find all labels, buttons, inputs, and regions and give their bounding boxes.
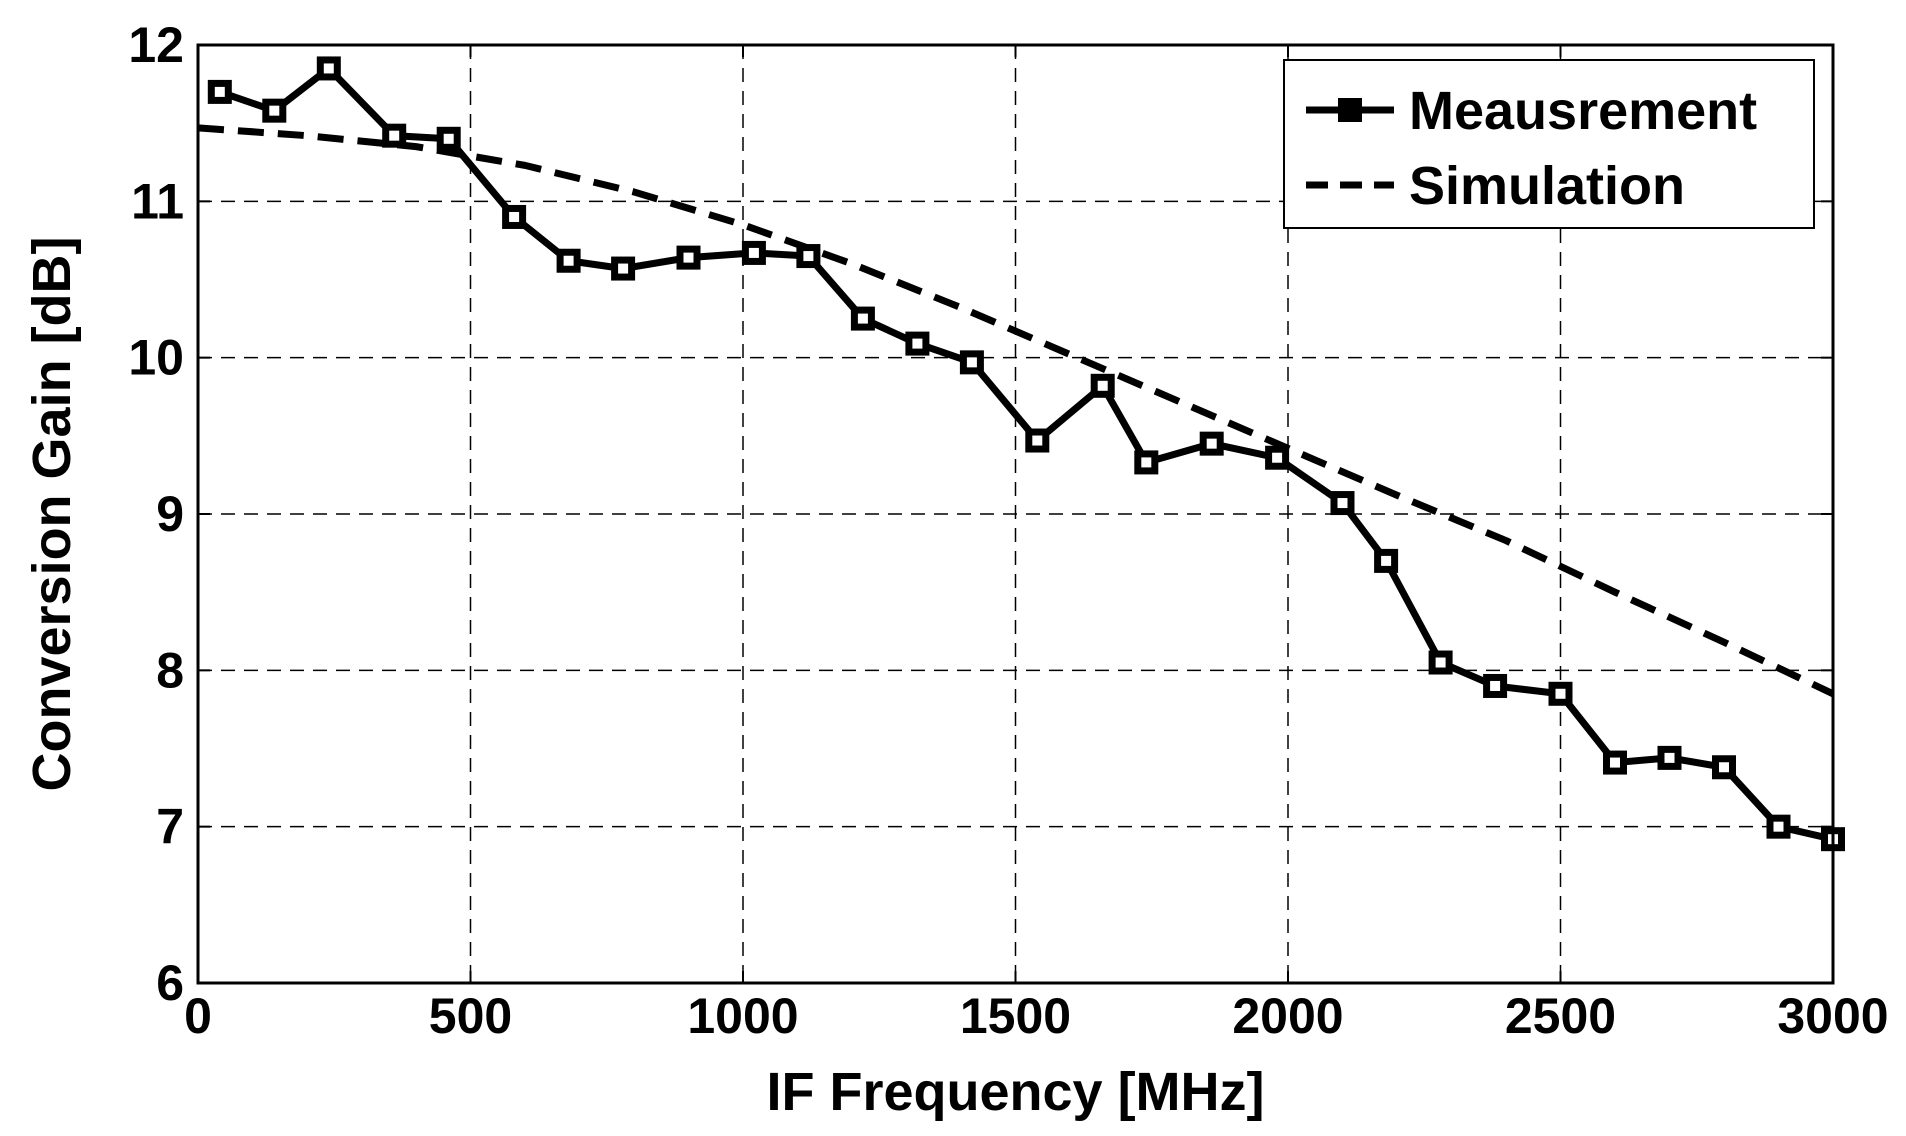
x-tick-label: 2500 [1505, 988, 1616, 1044]
y-tick-label: 7 [156, 799, 184, 855]
y-tick-label: 6 [156, 955, 184, 1011]
marker-measurement-inner [269, 105, 280, 116]
marker-measurement-inner [1097, 380, 1108, 391]
marker-measurement-inner [1381, 555, 1392, 566]
marker-measurement-inner [1435, 657, 1446, 668]
tick-marks [197, 44, 1834, 984]
x-tick-label: 1500 [960, 988, 1071, 1044]
x-tick-label: 1000 [687, 988, 798, 1044]
marker-measurement-inner [1272, 452, 1283, 463]
y-tick-label: 11 [131, 173, 184, 229]
legend-label-simulation: Simulation [1409, 156, 1685, 216]
x-tick-label: 2000 [1232, 988, 1343, 1044]
marker-measurement-inner [389, 130, 400, 141]
series-layer [197, 56, 1845, 852]
x-tick-label: 500 [429, 988, 512, 1044]
marker-measurement-inner [509, 211, 520, 222]
marker-measurement-inner [563, 255, 574, 266]
marker-measurement-inner [748, 247, 759, 258]
marker-measurement-inner [618, 263, 629, 274]
marker-measurement-inner [683, 252, 694, 263]
x-axis-label: IF Frequency [MHz] [766, 1062, 1264, 1122]
y-tick-label: 10 [128, 330, 184, 386]
legend-box [1283, 59, 1815, 229]
grid [198, 45, 1833, 983]
marker-measurement-inner [1773, 821, 1784, 832]
marker-measurement-inner [1555, 688, 1566, 699]
marker-measurement-inner [912, 338, 923, 349]
marker-measurement-inner [443, 133, 454, 144]
x-tick-label: 3000 [1777, 988, 1888, 1044]
marker-measurement-inner [966, 357, 977, 368]
y-axis-label: Conversion Gain [dB] [22, 236, 82, 791]
marker-measurement-inner [803, 251, 814, 262]
tick-labels: 0 500 1000 1500 2000 2500 3000 6 7 8 9 10 11 12 [128, 17, 1888, 1044]
marker-measurement-inner [1719, 762, 1729, 773]
x-tick-label: 0 [184, 988, 212, 1044]
marker-measurement-inner [857, 313, 868, 324]
legend: Meausrement Simulation [1283, 59, 1815, 229]
marker-measurement-inner [323, 63, 334, 74]
y-tick-label: 9 [156, 486, 184, 542]
marker-measurement-inner [1490, 680, 1501, 691]
marker-measurement-inner [1337, 498, 1348, 509]
marker-measurement-inner [1610, 757, 1620, 768]
legend-label-measurement: Meausrement [1409, 81, 1757, 141]
legend-marker-measurement [1338, 98, 1362, 122]
marker-measurement-inner [214, 86, 225, 97]
marker-measurement-inner [1664, 752, 1675, 763]
y-tick-label: 8 [156, 642, 184, 698]
y-tick-label: 12 [128, 17, 184, 73]
marker-measurement-inner [1141, 457, 1152, 468]
marker-measurement-inner [1032, 435, 1043, 446]
marker-measurement-inner [1206, 438, 1217, 449]
series-line-simulation [197, 124, 1835, 697]
